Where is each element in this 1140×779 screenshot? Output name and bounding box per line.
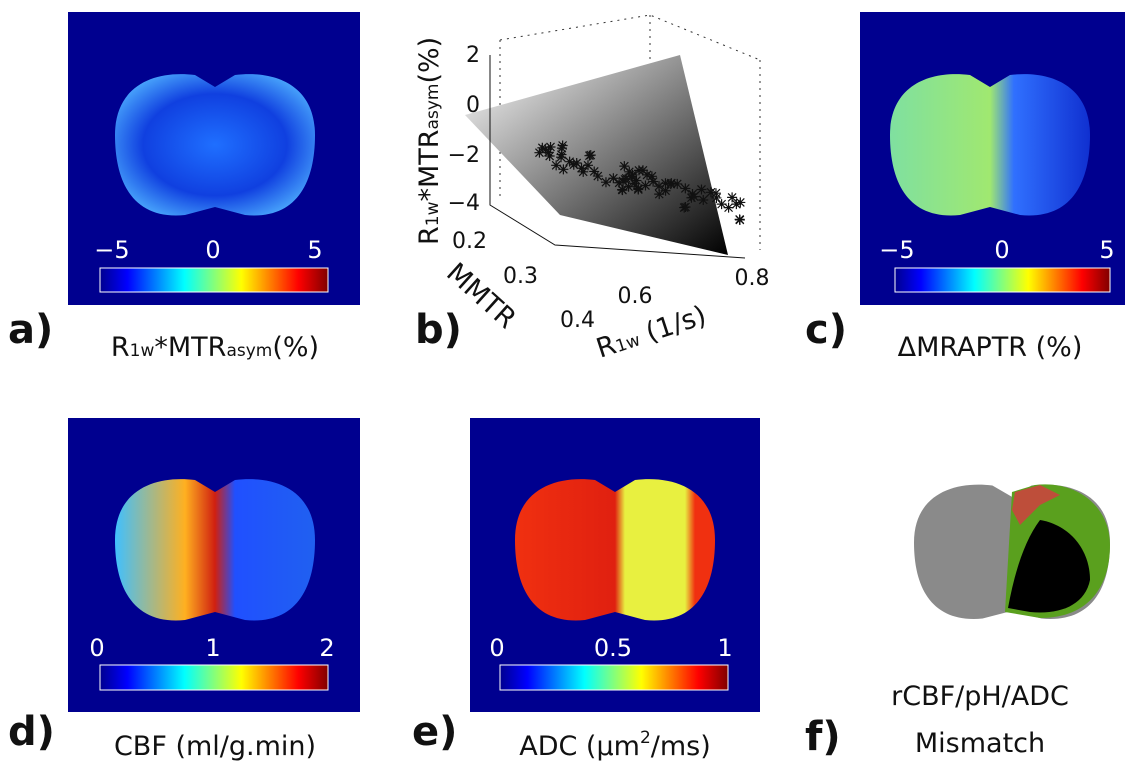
caption: ΔMRAPTR (%) — [898, 332, 1083, 363]
star-marker — [654, 181, 664, 191]
star-marker — [629, 178, 639, 188]
brain-map — [515, 479, 715, 620]
colorbar — [895, 268, 1110, 292]
panel-label: c) — [805, 307, 847, 353]
star-marker — [617, 185, 627, 195]
caption-part: 2 — [640, 728, 651, 748]
star-marker — [544, 147, 554, 157]
y-tick: 0.3 — [503, 264, 538, 289]
y-tick: 0.4 — [560, 308, 595, 333]
colorbar-tick: 0 — [205, 236, 220, 264]
star-marker — [589, 166, 599, 176]
caption-part: /ms) — [651, 731, 711, 762]
caption-part: R — [111, 332, 130, 363]
star-marker — [618, 176, 628, 186]
star-marker — [717, 199, 727, 209]
star-marker — [706, 187, 716, 197]
colorbar-tick: 2 — [319, 634, 334, 662]
star-marker — [578, 167, 588, 177]
brain-map — [115, 74, 315, 215]
star-marker — [698, 195, 708, 205]
colorbar-tick: 0.5 — [594, 634, 632, 662]
label-part: (%) — [414, 37, 445, 84]
brain-map — [890, 74, 1090, 215]
fit-plane — [465, 55, 728, 255]
z-tick: −2 — [448, 143, 480, 168]
panel-label: e) — [412, 709, 457, 755]
caption: ADC (μm2/ms) — [519, 728, 711, 762]
star-marker — [638, 165, 648, 175]
3d-plot: 2 0 −2 −4 0.2 0.3 0.4 0.6 0.8 R1w*MTRasy… — [414, 15, 770, 365]
caption: Mismatch — [915, 728, 1045, 759]
caption: rCBF/pH/ADC — [891, 681, 1069, 712]
panel-label: b) — [415, 307, 462, 353]
caption-part: *MTR — [154, 332, 226, 363]
star-marker — [648, 177, 658, 187]
caption-part: μm — [596, 731, 639, 762]
figure: −5 0 5 a) R1w*MTRasym(%) 2 0 −2 −4 0.2 0… — [0, 0, 1140, 779]
label-part: *MTR — [414, 129, 445, 201]
brain-map — [115, 479, 315, 620]
colorbar — [100, 268, 328, 292]
star-marker — [689, 192, 699, 202]
caption-part: asym — [226, 341, 272, 361]
x-tick: 0.6 — [618, 284, 653, 309]
y-tick: 0.2 — [452, 229, 487, 254]
panel-label: f) — [805, 714, 841, 760]
colorbar-tick: 5 — [1099, 236, 1114, 264]
x-axis-label: R1w (1/s) — [593, 300, 711, 365]
caption: CBF (ml/g.min) — [114, 731, 316, 762]
star-marker — [681, 202, 691, 212]
star-marker — [680, 183, 690, 193]
colorbar-tick: 0 — [89, 634, 104, 662]
colorbar-tick: −5 — [94, 236, 129, 264]
label-part: R — [414, 226, 445, 245]
panel-label: d) — [8, 709, 55, 755]
x-tick: 0.8 — [735, 266, 770, 291]
colorbar-tick: 5 — [307, 236, 322, 264]
colorbar-tick: 0 — [994, 236, 1009, 264]
caption-part: 1w — [130, 341, 155, 361]
star-marker — [735, 215, 745, 225]
label-part: asym — [423, 84, 443, 130]
z-tick: 0 — [466, 93, 480, 118]
caption: R1w*MTRasym(%) — [111, 332, 319, 363]
star-marker — [565, 157, 575, 167]
z-tick: −4 — [448, 191, 480, 216]
caption-part: ADC ( — [519, 731, 596, 762]
colorbar-tick: 0 — [489, 634, 504, 662]
colorbar-tick: 1 — [205, 634, 220, 662]
z-axis-label: R1w*MTRasym(%) — [414, 37, 445, 245]
z-tick: 2 — [466, 43, 480, 68]
star-marker — [608, 173, 618, 183]
star-marker — [558, 164, 568, 174]
colorbar-tick: 1 — [717, 634, 732, 662]
star-marker — [558, 140, 568, 150]
caption-part: (%) — [272, 332, 319, 363]
label-part: 1w — [423, 201, 443, 226]
colorbar-tick: −5 — [879, 236, 914, 264]
star-marker — [557, 150, 567, 160]
star-marker — [727, 192, 737, 202]
panel-label: a) — [8, 307, 53, 353]
star-marker — [735, 197, 745, 207]
colorbar — [500, 665, 728, 690]
colorbar — [100, 665, 328, 690]
star-marker — [666, 179, 676, 189]
star-marker — [586, 150, 596, 160]
